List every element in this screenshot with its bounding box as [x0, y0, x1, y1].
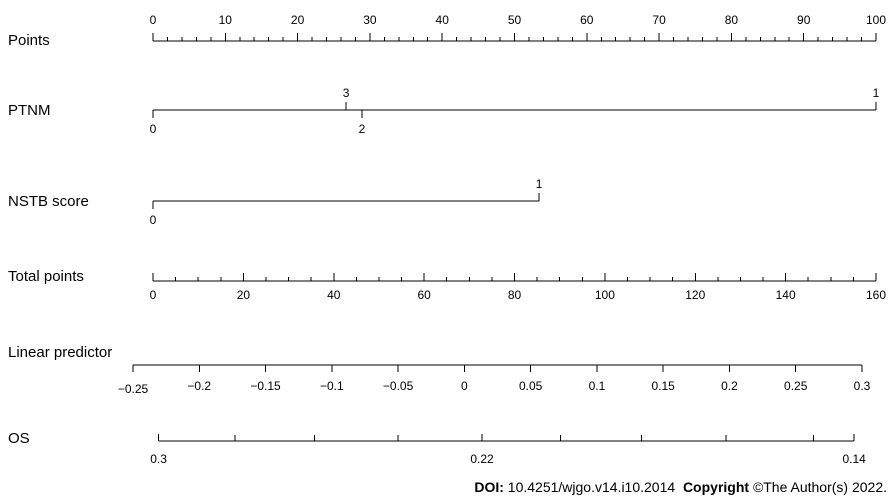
linear-predictor-tick-label: 0.2 — [721, 379, 738, 393]
linear-predictor-tick-label: −0.05 — [383, 379, 414, 393]
row-label-nstb-score: NSTB score — [8, 193, 89, 210]
linear-predictor-tick-label: −0.15 — [250, 379, 281, 393]
linear-predictor-tick-label: 0 — [461, 379, 468, 393]
linear-predictor-tick-label: 0.3 — [854, 379, 871, 393]
row-label-ptnm: PTNM — [8, 102, 51, 119]
total-points-tick-label: 0 — [150, 288, 157, 302]
linear-predictor-tick-label: −0.2 — [187, 379, 211, 393]
total-points-tick-label: 40 — [327, 288, 341, 302]
points-tick-label: 10 — [219, 13, 233, 27]
total-points-tick-label: 160 — [866, 288, 886, 302]
total-points-tick-label: 60 — [417, 288, 431, 302]
total-points-tick-label: 80 — [508, 288, 522, 302]
linear-predictor-tick-label: 0.1 — [589, 379, 606, 393]
points-tick-label: 20 — [291, 13, 305, 27]
points-tick-label: 50 — [508, 13, 522, 27]
nstb-score-level-label: 0 — [150, 213, 157, 227]
footer-credit: DOI: 10.4251/wjgo.v14.i10.2014 Copyright… — [474, 479, 887, 495]
copyright-text: ©The Author(s) 2022. — [752, 479, 887, 495]
ptnm-level-label: 1 — [873, 86, 880, 100]
linear-predictor-tick-label: 0.25 — [784, 379, 808, 393]
points-tick-label: 80 — [725, 13, 739, 27]
nstb-score-level-label: 1 — [536, 177, 543, 191]
total-points-tick-label: 140 — [776, 288, 796, 302]
points-tick-label: 70 — [652, 13, 666, 27]
linear-predictor-tick-label: 0.05 — [519, 379, 543, 393]
row-label-linear-predictor: Linear predictor — [8, 344, 112, 361]
linear-predictor-tick-label: 0.15 — [652, 379, 676, 393]
points-tick-label: 100 — [866, 13, 886, 27]
os-tick-label: 0.3 — [150, 452, 167, 466]
points-tick-label: 0 — [150, 13, 157, 27]
ptnm-level-label: 2 — [359, 122, 366, 136]
total-points-tick-label: 20 — [237, 288, 251, 302]
row-label-points: Points — [8, 32, 50, 49]
doi-label: DOI: — [474, 479, 504, 495]
doi-value: 10.4251/wjgo.v14.i10.2014 — [507, 479, 676, 495]
ptnm-level-label: 3 — [343, 86, 350, 100]
linear-predictor-tick-label: −0.1 — [320, 379, 344, 393]
points-tick-label: 30 — [363, 13, 377, 27]
ptnm-level-label: 0 — [150, 122, 157, 136]
points-tick-label: 40 — [436, 13, 450, 27]
points-tick-label: 90 — [797, 13, 811, 27]
total-points-tick-label: 100 — [595, 288, 615, 302]
row-label-total-points: Total points — [8, 268, 84, 285]
row-label-os: OS — [8, 430, 30, 447]
os-tick-label: 0.14 — [843, 452, 867, 466]
linear-predictor-tick-label: −0.25 — [118, 382, 149, 396]
os-tick-label: 0.22 — [470, 452, 494, 466]
points-tick-label: 60 — [580, 13, 594, 27]
copyright-label: Copyright — [682, 479, 750, 495]
total-points-tick-label: 120 — [685, 288, 705, 302]
